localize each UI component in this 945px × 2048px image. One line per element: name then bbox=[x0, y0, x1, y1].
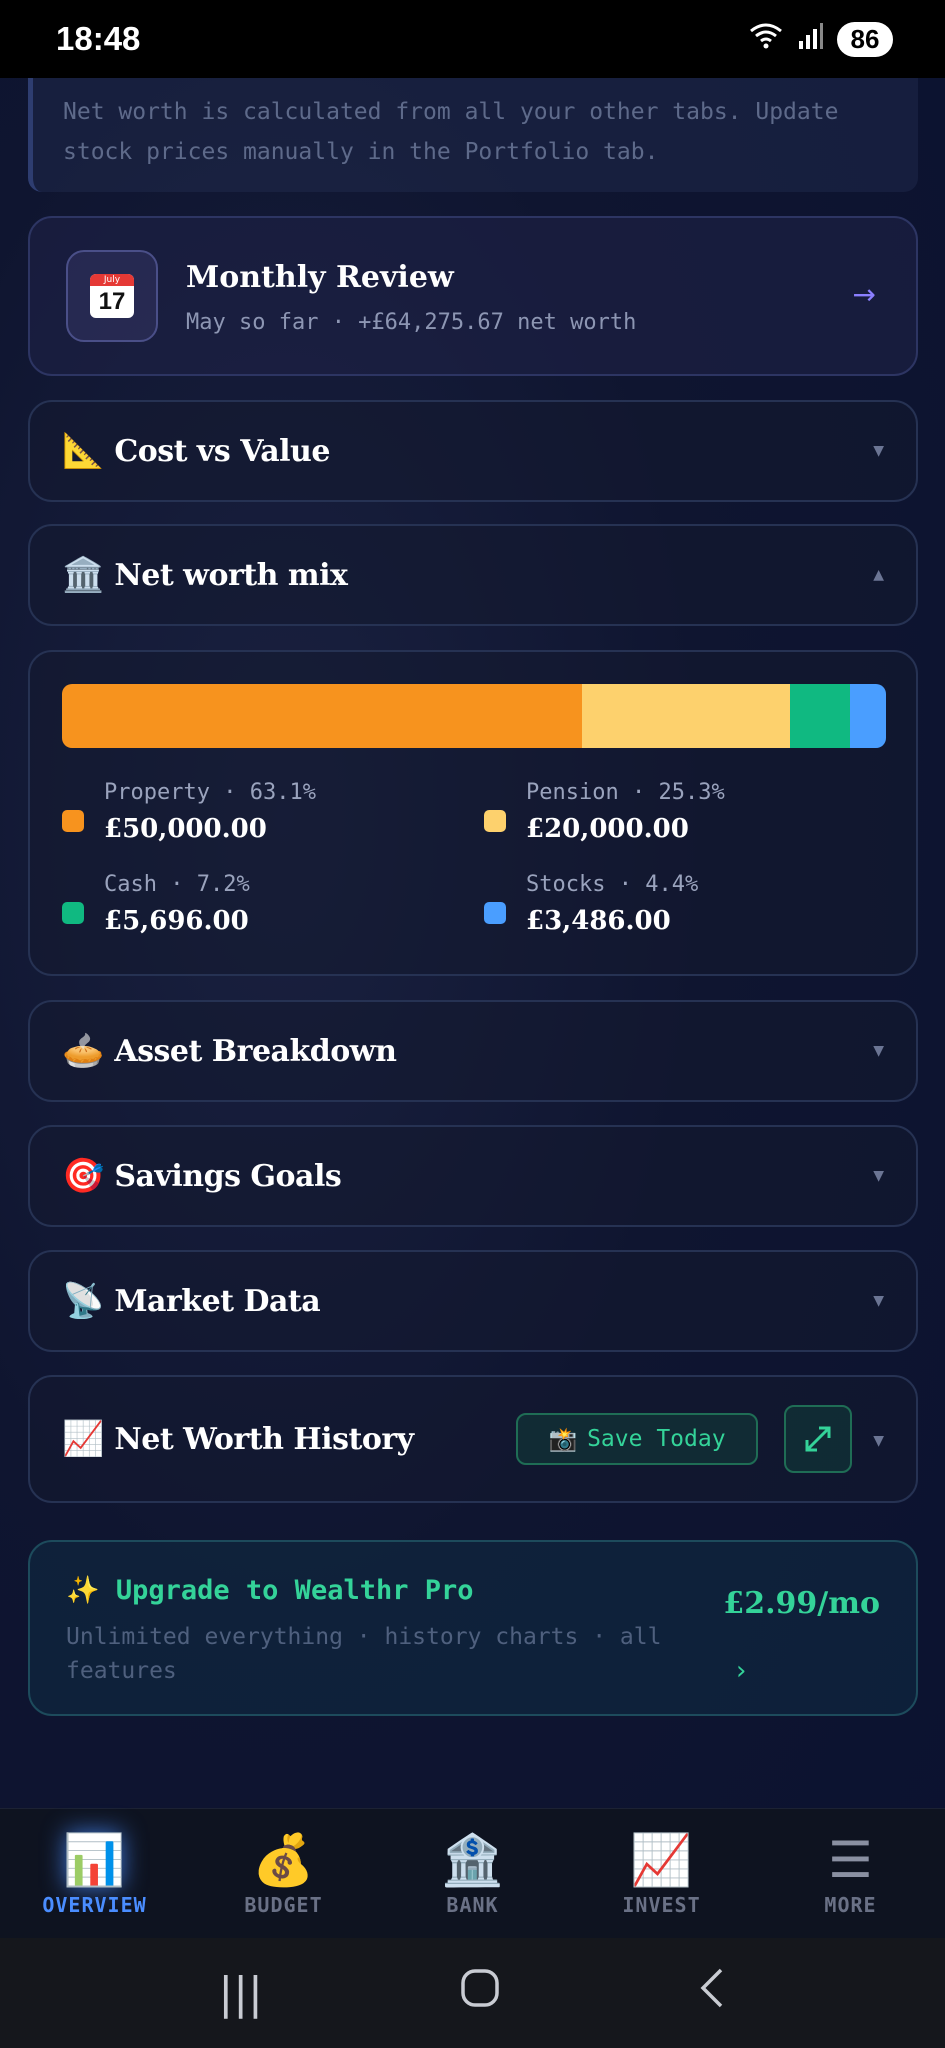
legend-value: £3,486.00 bbox=[526, 906, 671, 936]
section-title: Net worth mix bbox=[114, 557, 348, 593]
legend-value: £50,000.00 bbox=[104, 814, 267, 844]
menu-icon: ☰ bbox=[828, 1830, 873, 1889]
chevron-down-icon: ▼ bbox=[873, 1433, 884, 1449]
wifi-icon bbox=[749, 23, 783, 56]
chevron-down-icon: ▼ bbox=[873, 1293, 884, 1309]
satellite-dish-icon: 📡 bbox=[62, 1281, 105, 1321]
chevron-up-icon: ▲ bbox=[873, 567, 884, 583]
target-icon: 🎯 bbox=[62, 1156, 105, 1196]
nav-budget[interactable]: 💰 BUDGET bbox=[189, 1809, 378, 1938]
calendar-icon: July 17 bbox=[66, 250, 158, 342]
legend-item-pension: Pension · 25.3% £20,000.00 bbox=[484, 780, 884, 850]
back-icon[interactable] bbox=[697, 1967, 727, 2020]
section-title: Cost vs Value bbox=[114, 433, 330, 469]
mix-segment-pension bbox=[581, 684, 791, 748]
nav-label: OVERVIEW bbox=[42, 1892, 147, 1917]
section-title: Savings Goals bbox=[114, 1158, 342, 1194]
status-icons: 86 bbox=[749, 21, 893, 57]
nav-label: INVEST bbox=[622, 1892, 701, 1917]
bar-chart-icon: 📊 bbox=[63, 1830, 126, 1889]
net-worth-mix-bar bbox=[62, 684, 886, 748]
bank-icon: 🏦 bbox=[441, 1830, 504, 1889]
legend-swatch bbox=[484, 810, 506, 832]
upgrade-price: £2.99/mo bbox=[723, 1586, 880, 1621]
chart-increasing-icon: 📈 bbox=[630, 1830, 693, 1889]
asset-breakdown-section[interactable]: 🥧 Asset Breakdown ▼ bbox=[28, 1000, 918, 1102]
triangle-ruler-icon: 📐 bbox=[62, 431, 105, 471]
legend-label: Pension · 25.3% bbox=[526, 780, 725, 805]
expand-icon bbox=[805, 1426, 831, 1452]
section-title: Net Worth History bbox=[114, 1421, 414, 1457]
net-worth-info-note: Net worth is calculated from all your ot… bbox=[28, 78, 918, 192]
pie-icon: 🥧 bbox=[62, 1031, 105, 1071]
system-navigation-bar: ||| bbox=[0, 1938, 945, 2048]
net-worth-mix-section[interactable]: 🏛️ Net worth mix ▲ bbox=[28, 524, 918, 626]
nav-bank[interactable]: 🏦 BANK bbox=[378, 1809, 567, 1938]
arrow-right-icon: → bbox=[852, 278, 876, 311]
net-worth-history-section[interactable]: 📈 Net Worth History 📸 Save Today ▼ bbox=[28, 1375, 918, 1503]
nav-label: MORE bbox=[824, 1892, 877, 1917]
chevron-down-icon: ▼ bbox=[873, 1043, 884, 1059]
upgrade-title: ✨ Upgrade to Wealthr Pro bbox=[66, 1575, 474, 1606]
mix-segment-property bbox=[62, 684, 582, 748]
savings-goals-section[interactable]: 🎯 Savings Goals ▼ bbox=[28, 1125, 918, 1227]
home-icon[interactable] bbox=[460, 1968, 500, 2019]
battery-indicator: 86 bbox=[837, 21, 893, 57]
chevron-right-icon: › bbox=[736, 1656, 747, 1686]
signal-icon bbox=[797, 22, 823, 56]
monthly-review-subtitle: May so far · +£64,275.67 net worth bbox=[186, 310, 637, 335]
status-time: 18:48 bbox=[56, 20, 141, 57]
bank-building-icon: 🏛️ bbox=[62, 555, 105, 595]
legend-swatch bbox=[62, 902, 84, 924]
legend-item-property: Property · 63.1% £50,000.00 bbox=[62, 780, 462, 850]
nav-label: BANK bbox=[446, 1892, 499, 1917]
legend-item-stocks: Stocks · 4.4% £3,486.00 bbox=[484, 872, 884, 942]
save-today-label: Save Today bbox=[587, 1426, 726, 1452]
section-title: Asset Breakdown bbox=[114, 1033, 397, 1069]
camera-icon: 📸 bbox=[548, 1426, 578, 1453]
upgrade-pro-card[interactable]: ✨ Upgrade to Wealthr Pro Unlimited every… bbox=[28, 1540, 918, 1716]
expand-button[interactable] bbox=[784, 1405, 852, 1473]
mix-segment-cash bbox=[790, 684, 850, 748]
legend-value: £20,000.00 bbox=[526, 814, 689, 844]
legend-item-cash: Cash · 7.2% £5,696.00 bbox=[62, 872, 462, 942]
nav-label: BUDGET bbox=[244, 1892, 323, 1917]
chevron-down-icon: ▼ bbox=[873, 443, 884, 459]
chevron-down-icon: ▼ bbox=[873, 1168, 884, 1184]
upgrade-subtitle: Unlimited everything · history charts · … bbox=[66, 1624, 662, 1684]
section-title: Market Data bbox=[114, 1283, 321, 1319]
market-data-section[interactable]: 📡 Market Data ▼ bbox=[28, 1250, 918, 1352]
mix-segment-stocks bbox=[849, 684, 886, 748]
legend-swatch bbox=[62, 810, 84, 832]
net-worth-mix-panel: Property · 63.1% £50,000.00 Pension · 25… bbox=[28, 650, 918, 976]
nav-more[interactable]: ☰ MORE bbox=[756, 1809, 945, 1938]
bottom-navigation: 📊 OVERVIEW 💰 BUDGET 🏦 BANK 📈 INVEST ☰ MO… bbox=[0, 1808, 945, 1938]
monthly-review-title: Monthly Review bbox=[186, 260, 454, 295]
legend-label: Cash · 7.2% bbox=[104, 872, 250, 897]
status-bar: 18:48 86 bbox=[0, 0, 945, 78]
legend-value: £5,696.00 bbox=[104, 906, 249, 936]
legend-label: Property · 63.1% bbox=[104, 780, 316, 805]
legend-swatch bbox=[484, 902, 506, 924]
legend-label: Stocks · 4.4% bbox=[526, 872, 699, 897]
cost-vs-value-section[interactable]: 📐 Cost vs Value ▼ bbox=[28, 400, 918, 502]
chart-increasing-icon: 📈 bbox=[62, 1419, 105, 1459]
money-bag-icon: 💰 bbox=[252, 1830, 315, 1889]
monthly-review-card[interactable]: July 17 Monthly Review May so far · +£64… bbox=[28, 216, 918, 376]
nav-invest[interactable]: 📈 INVEST bbox=[567, 1809, 756, 1938]
recent-apps-icon[interactable]: ||| bbox=[218, 1967, 263, 2019]
save-today-button[interactable]: 📸 Save Today bbox=[516, 1413, 758, 1465]
nav-overview[interactable]: 📊 OVERVIEW bbox=[0, 1809, 189, 1938]
